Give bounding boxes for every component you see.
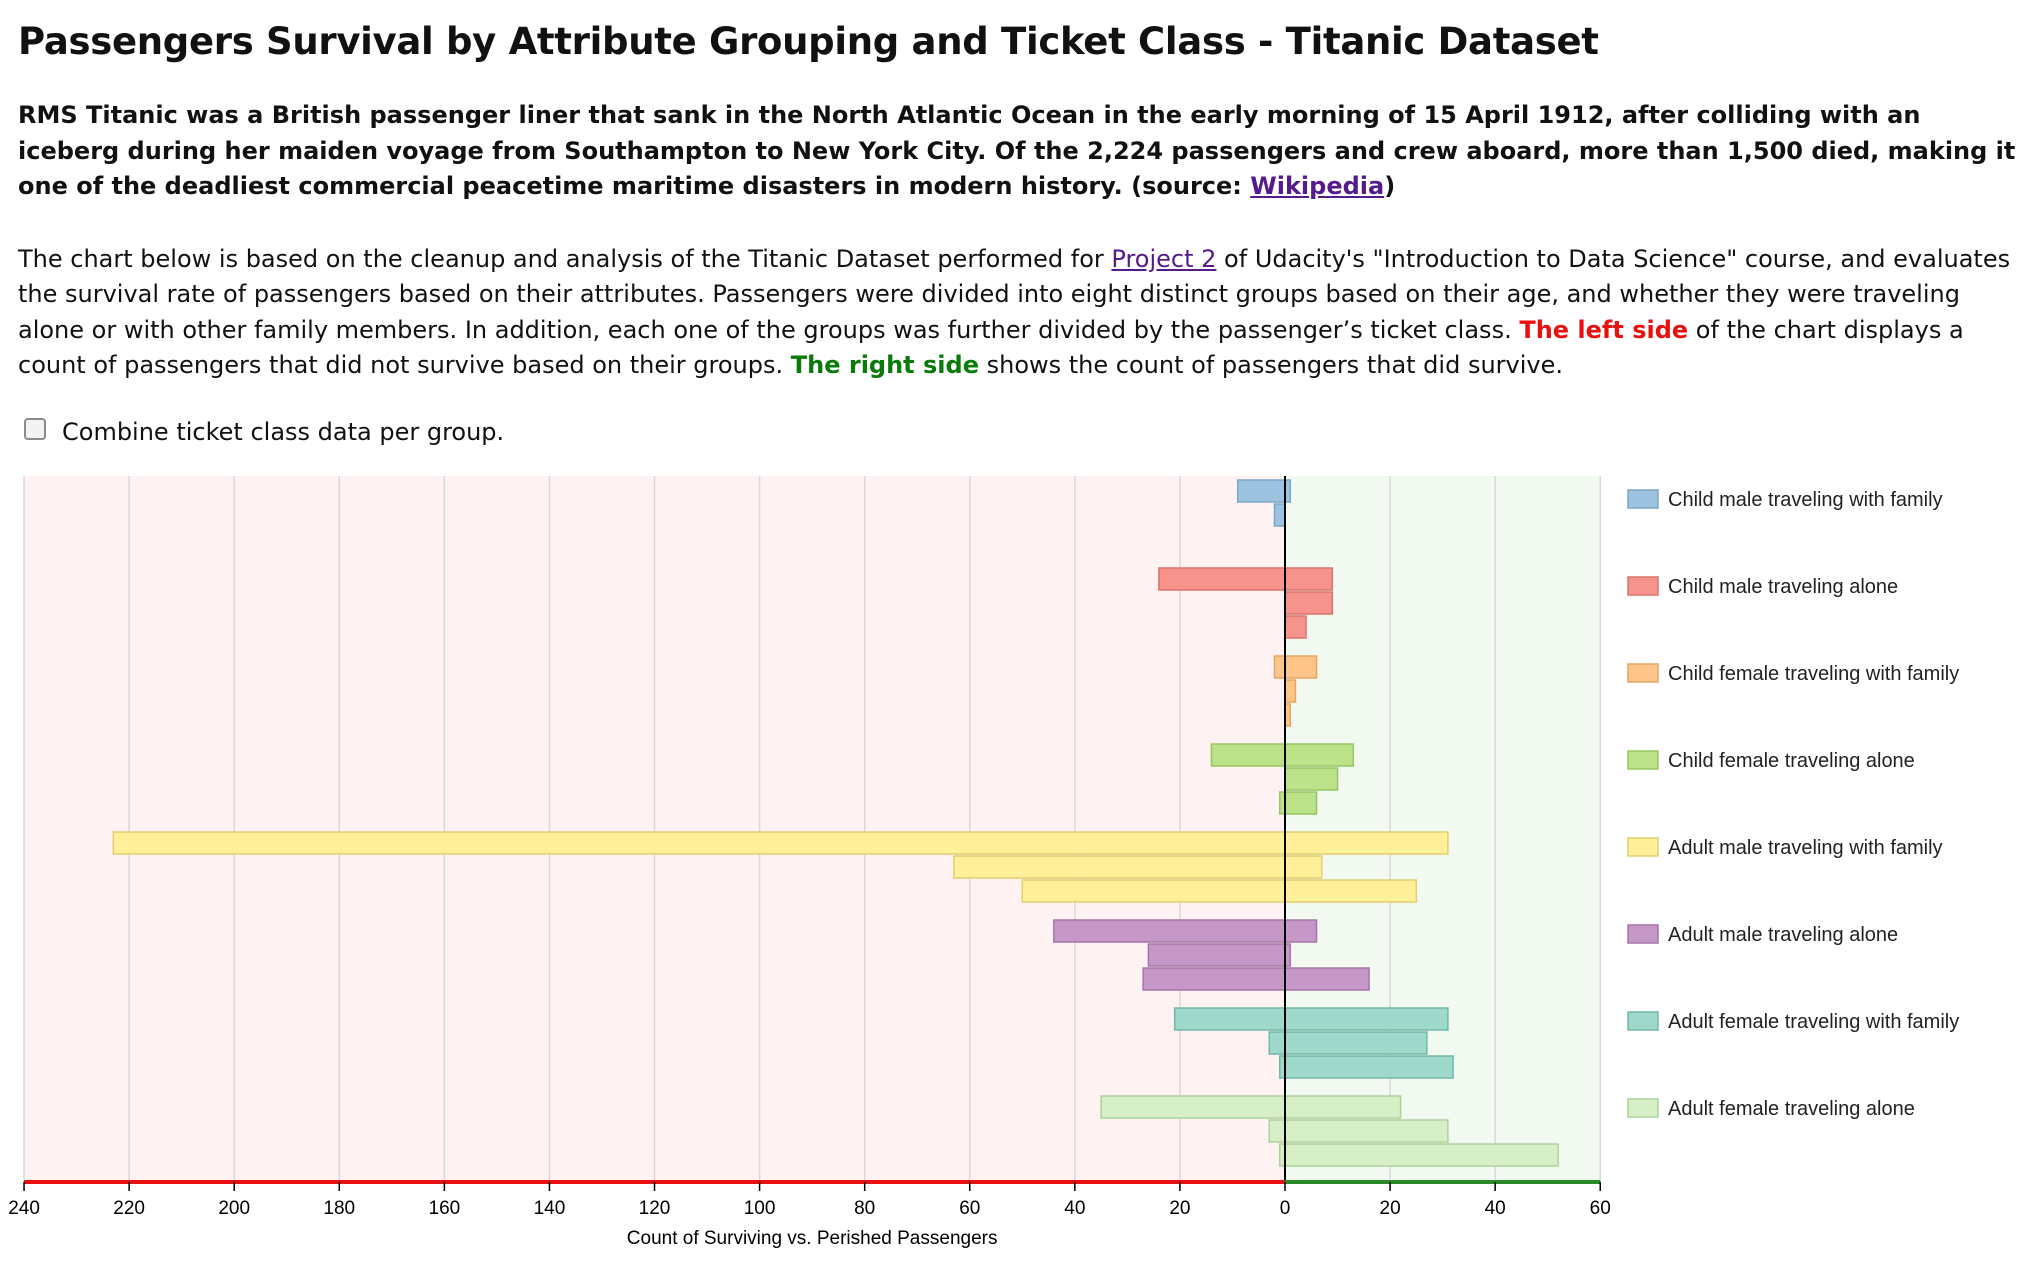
- tick-label: 60: [1590, 1198, 1611, 1219]
- description-text-4: shows the count of passengers that did s…: [978, 351, 1563, 379]
- perished-bar: [1173, 1007, 1286, 1031]
- tick-label: 80: [854, 1198, 875, 1219]
- perished-bar: [112, 831, 1286, 855]
- tick-label: 200: [218, 1198, 250, 1219]
- legend-entry: Child male traveling alone: [1668, 576, 1898, 598]
- tick-label: 220: [113, 1198, 145, 1219]
- project-2-link[interactable]: Project 2: [1111, 244, 1217, 273]
- tick-label: 20: [1169, 1198, 1190, 1219]
- perished-bar: [1236, 479, 1286, 503]
- legend-swatch: [1627, 489, 1659, 509]
- description-text-3: of the chart displays a count of passeng…: [18, 315, 1964, 380]
- survived-bar: [1284, 879, 1418, 903]
- perished-bar: [1142, 967, 1286, 991]
- survived-bar: [1284, 1119, 1449, 1143]
- perished-bar: [1273, 503, 1286, 527]
- survived-bar: [1284, 1055, 1454, 1079]
- intro-closing: ): [1384, 172, 1396, 200]
- legend-swatch: [1627, 576, 1659, 596]
- survived-bar: [1284, 831, 1449, 855]
- survived-bar: [1284, 743, 1355, 767]
- tick-label: 240: [8, 1198, 40, 1219]
- tick-label: 160: [429, 1198, 461, 1219]
- survived-bar: [1284, 1095, 1402, 1119]
- legend-swatch: [1627, 663, 1659, 683]
- survival-chart: 240 220 200 180 160 140 120 100 80 60 40 20 0 20 40 60C…: [8, 476, 1959, 1249]
- survived-bar: [1284, 1031, 1428, 1055]
- perished-bar: [953, 855, 1286, 879]
- combine-checkbox-label: Combine ticket class data per group.: [62, 418, 505, 446]
- survived-bar: [1284, 791, 1318, 815]
- tick-label: 180: [323, 1198, 355, 1219]
- perished-bar: [1273, 655, 1286, 679]
- tick-label: 100: [744, 1198, 776, 1219]
- perished-bar: [1268, 1119, 1286, 1143]
- tick-label: 120: [639, 1198, 671, 1219]
- legend-entry: Adult male traveling alone: [1668, 924, 1898, 946]
- tick-label: 20: [1380, 1198, 1401, 1219]
- legend-entry: Adult male traveling with family: [1668, 837, 1943, 859]
- legend-entry: Child female traveling with family: [1668, 663, 1959, 685]
- legend-swatch: [1627, 837, 1659, 857]
- legend-swatch: [1627, 1011, 1659, 1031]
- survived-bar: [1284, 567, 1334, 591]
- survived-bar: [1284, 1007, 1449, 1031]
- perished-bar: [1210, 743, 1286, 767]
- description-text-1: The chart below is based on the cleanup …: [18, 244, 1112, 273]
- tick-label: 140: [534, 1198, 566, 1219]
- perished-bar: [1100, 1095, 1286, 1119]
- perished-bar: [1268, 1031, 1286, 1055]
- survived-bar: [1284, 919, 1318, 943]
- x-axis-label: Count of Surviving vs. Perished Passenge…: [627, 1228, 998, 1249]
- tick-label: 40: [1064, 1198, 1085, 1219]
- description-paragraph: The chart below is based on the cleanup …: [18, 242, 2017, 384]
- legend-swatch: [1627, 750, 1659, 770]
- perished-bar: [1158, 567, 1286, 591]
- legend-entry: Child female traveling alone: [1668, 750, 1915, 772]
- survived-bar: [1284, 615, 1307, 639]
- legend-entry: Adult female traveling alone: [1668, 1098, 1915, 1120]
- legend-swatch: [1627, 924, 1659, 944]
- survived-bar: [1284, 655, 1318, 679]
- perished-bar: [1021, 879, 1286, 903]
- combine-checkbox[interactable]: [24, 418, 46, 440]
- perished-bar: [1147, 943, 1286, 967]
- perished-bar: [1053, 919, 1286, 943]
- survived-bar: [1284, 591, 1334, 615]
- legend-entry: Child male traveling with family: [1668, 489, 1943, 511]
- tick-label: 40: [1485, 1198, 1506, 1219]
- survived-bar: [1284, 855, 1323, 879]
- intro-paragraph: RMS Titanic was a British passenger line…: [18, 98, 2017, 205]
- tick-label: 0: [1280, 1198, 1291, 1219]
- description-text-2: of Udacity's "Introduction to Data Scien…: [18, 244, 2011, 344]
- survived-bar: [1284, 767, 1339, 791]
- survived-bar: [1284, 1143, 1559, 1167]
- right-side-label: The right side: [790, 351, 979, 379]
- tick-label: 60: [959, 1198, 980, 1219]
- legend-entry: Adult female traveling with family: [1668, 1011, 1959, 1033]
- survived-bar: [1284, 967, 1370, 991]
- wikipedia-link[interactable]: Wikipedia: [1250, 172, 1385, 200]
- page: Passengers Survival by Attribute Groupin…: [0, 0, 2035, 384]
- left-side-label: The left side: [1519, 315, 1689, 344]
- intro-text: RMS Titanic was a British passenger line…: [18, 101, 2016, 200]
- legend-swatch: [1627, 1098, 1659, 1118]
- page-title: Passengers Survival by Attribute Groupin…: [18, 20, 1599, 63]
- combine-option[interactable]: Combine ticket class data per group.: [24, 418, 504, 446]
- survived-bar: [1284, 679, 1297, 703]
